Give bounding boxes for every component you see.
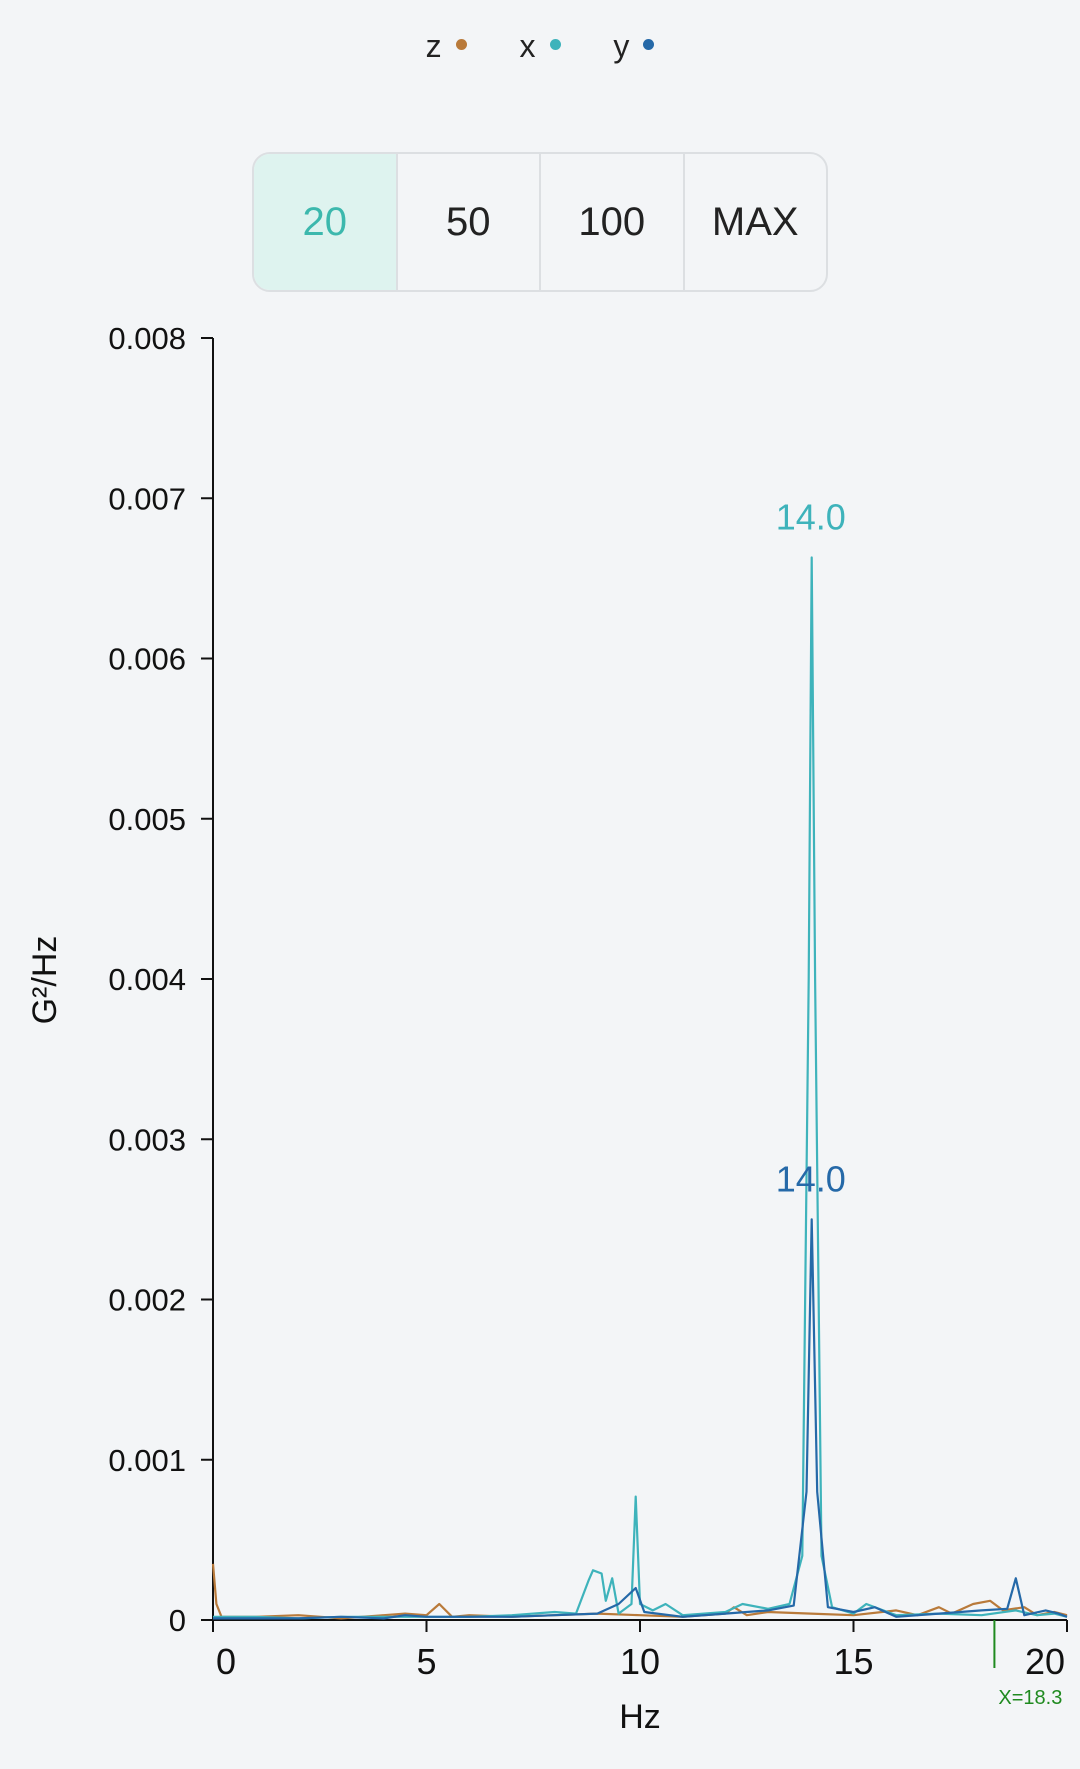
chart-annotations: 14.0 14.0 X=18.3 — [776, 497, 1063, 1709]
y-axis-title: G²/Hz — [26, 936, 64, 1025]
legend-item-y[interactable]: y — [613, 28, 655, 65]
chart-series-layer — [211, 556, 1068, 1620]
x-tick-label: 20 — [1025, 1641, 1065, 1682]
peak-label-x: 14.0 — [776, 497, 846, 538]
x-tick-label: 15 — [833, 1641, 873, 1682]
range-button-20[interactable]: 20 — [254, 154, 398, 290]
legend-dot-x-icon — [549, 39, 561, 51]
chart-legend: z x y — [0, 28, 1080, 65]
legend-item-z[interactable]: z — [426, 28, 467, 65]
legend-dot-y-icon — [643, 39, 655, 51]
y-tick-label: 0.002 — [108, 1283, 186, 1318]
x-tick-label: 5 — [416, 1641, 436, 1682]
chart-axes: 0 0.001 0.002 0.003 0.004 0.005 0.006 0.007 0.00… — [108, 321, 1068, 1682]
legend-label-x: x — [519, 28, 536, 64]
y-tick-label: 0.004 — [108, 962, 186, 997]
x-axis-title: Hz — [619, 1698, 661, 1736]
series-line-x — [213, 556, 1068, 1620]
range-button-50[interactable]: 50 — [398, 154, 541, 290]
x-tick-label: 0 — [216, 1641, 236, 1682]
range-button-100[interactable]: 100 — [541, 154, 685, 290]
x-tick-label: 10 — [620, 1641, 660, 1682]
legend-label-z: z — [425, 28, 442, 64]
legend-label-y: y — [613, 28, 630, 64]
y-tick-label: 0 — [169, 1603, 186, 1638]
legend-dot-z-icon — [455, 39, 467, 51]
legend-item-x[interactable]: x — [520, 28, 561, 65]
y-tick-label: 0.006 — [108, 642, 186, 677]
series-line-y — [213, 1218, 1068, 1620]
peak-label-y: 14.0 — [776, 1158, 846, 1199]
y-tick-label: 0.007 — [108, 481, 186, 516]
y-tick-label: 0.008 — [108, 321, 186, 356]
y-tick-label: 0.001 — [108, 1443, 186, 1478]
cursor-label: X=18.3 — [998, 1687, 1062, 1709]
range-selector: 20 50 100 MAX — [252, 152, 828, 292]
y-tick-label: 0.005 — [108, 802, 186, 837]
range-button-max[interactable]: MAX — [711, 199, 799, 244]
y-tick-label: 0.003 — [108, 1122, 186, 1157]
